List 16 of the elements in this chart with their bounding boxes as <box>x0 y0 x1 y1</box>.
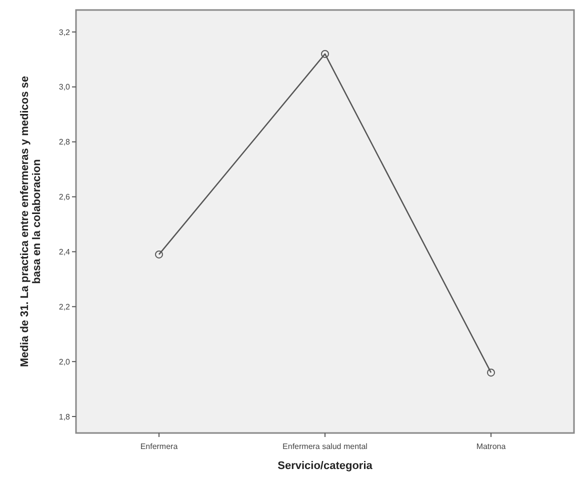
x-tick-label: Enfermera salud mental <box>282 442 368 451</box>
y-tick-label: 2,4 <box>58 248 71 257</box>
y-axis-title: Media de 31. La practica entre enfermeras y medicos se basa en la colaboracion <box>19 76 43 368</box>
x-tick-label: Matrona <box>476 442 506 451</box>
point <box>321 50 329 58</box>
y-tick-label: 2,0 <box>58 357 71 366</box>
y-tick-label: 2,6 <box>58 192 71 202</box>
y-tick-label: 3,2 <box>58 28 71 37</box>
y-tick-label: 2,2 <box>58 302 71 312</box>
point <box>155 250 163 258</box>
y-tick-label: 1,8 <box>58 412 71 422</box>
y-tick-label: 2,8 <box>58 138 71 147</box>
x-axis-title: Servicio/categoria <box>278 460 374 472</box>
y-tick-label: 3,0 <box>58 82 71 92</box>
x-tick-label: Enfermera <box>140 442 178 451</box>
point <box>487 368 495 377</box>
